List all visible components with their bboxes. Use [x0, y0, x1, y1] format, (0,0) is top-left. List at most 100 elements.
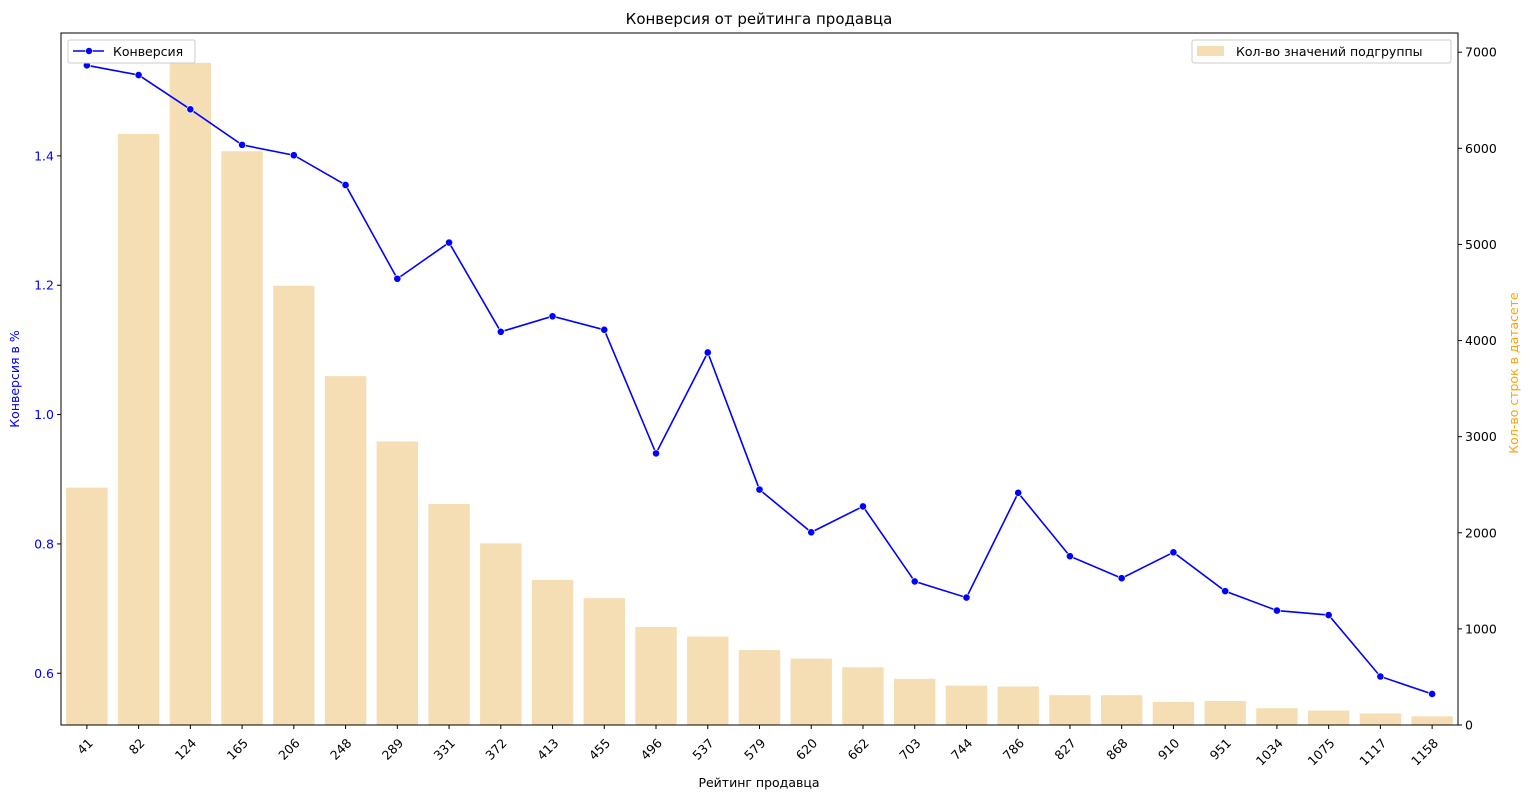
bar: [1307, 710, 1350, 725]
y-right-tick-label: 2000: [1465, 525, 1497, 540]
x-tick-label: 455: [586, 735, 613, 762]
y-left-tick-label: 0.6: [34, 666, 54, 681]
bar: [997, 686, 1039, 725]
legend-left-frame: [67, 39, 196, 64]
legend-bar-label: Кол-во значений подгруппы: [1236, 44, 1423, 59]
x-tick-label: 703: [896, 735, 923, 762]
line-point: [445, 238, 453, 247]
y-right-tick-label: 4000: [1465, 333, 1497, 348]
y-right-tick-label: 3000: [1465, 429, 1497, 444]
y-axis-right: 0 1000 2000 3000 4000 5000 6000 7000: [1458, 45, 1497, 733]
line-point: [496, 327, 505, 336]
line-point: [238, 140, 246, 149]
x-tick-label: 206: [275, 735, 303, 763]
x-tick-label: 413: [534, 735, 561, 762]
line-point: [807, 528, 816, 537]
line-point: [548, 312, 557, 321]
x-tick-label: 496: [637, 735, 665, 763]
chart-title: Конверсия от рейтинга продавца: [626, 10, 893, 28]
x-tick-label: 786: [1000, 735, 1028, 763]
line-point: [910, 577, 919, 586]
line-point: [393, 274, 402, 283]
line-point: [755, 485, 764, 494]
x-tick-label: 951: [1207, 735, 1234, 762]
legend-right: Кол-во значений подгруппы: [1191, 39, 1452, 64]
line-point: [1324, 611, 1333, 619]
line-point: [341, 181, 350, 189]
x-tick-label: 1075: [1305, 735, 1338, 768]
x-tick-label: 82: [126, 735, 148, 757]
y-axis-left: 0.6 0.8 1.0 1.2 1.4: [34, 148, 61, 681]
bar: [687, 636, 729, 725]
bar: [1152, 701, 1195, 725]
line-point: [1169, 548, 1178, 557]
x-tick-label: 1117: [1356, 735, 1389, 768]
bar-series: [66, 62, 1453, 726]
bar: [635, 626, 677, 725]
line-point: [134, 71, 143, 79]
bar: [1359, 713, 1402, 725]
x-tick-label: 1158: [1408, 735, 1441, 768]
y-left-tick-label: 0.8: [34, 536, 54, 551]
line-point: [289, 151, 298, 160]
y-left-tick-label: 1.2: [34, 278, 54, 293]
y-axis-right-label: Кол-во строк в датасете: [1506, 292, 1521, 454]
plot-frame: [60, 32, 1459, 726]
bar: [1411, 716, 1453, 725]
x-tick-label: 744: [948, 735, 976, 763]
y-left-tick-label: 1.4: [34, 148, 54, 163]
line-point: [1014, 488, 1023, 497]
x-tick-label: 124: [172, 735, 200, 763]
line-point: [1221, 587, 1230, 596]
bar: [169, 62, 212, 726]
y-axis-left-label: Конверсия в %: [7, 330, 22, 428]
line-series: [82, 61, 1437, 698]
line-point: [859, 502, 867, 511]
bar: [894, 678, 936, 725]
x-axis: 41 82 124 165 206 248 289 331 372 413 455 496 537 579…: [74, 725, 1441, 769]
x-tick-label: 579: [741, 735, 769, 763]
line-point: [703, 348, 712, 357]
bar: [1100, 695, 1143, 725]
y-right-tick-label: 0: [1465, 718, 1473, 733]
bar: [117, 133, 160, 725]
x-tick-label: 868: [1103, 735, 1131, 763]
line-point: [1066, 552, 1074, 561]
bar: [945, 685, 988, 725]
legend-left: Конверсия: [67, 39, 196, 64]
legend-bar-swatch: [1197, 46, 1224, 56]
bar: [1256, 708, 1298, 725]
bar: [1049, 695, 1091, 725]
bar: [738, 650, 781, 725]
bar: [1204, 700, 1246, 725]
legend-right-frame: [1191, 39, 1452, 64]
x-tick-label: 289: [379, 735, 407, 763]
bar: [66, 487, 108, 725]
legend-line-marker: [85, 47, 93, 55]
line-point: [1117, 574, 1126, 583]
line-point: [1376, 672, 1385, 681]
y-right-tick-label: 7000: [1465, 45, 1497, 60]
x-tick-label: 827: [1051, 735, 1078, 762]
x-tick-label: 537: [689, 735, 716, 762]
line-point: [652, 449, 660, 458]
bar: [531, 579, 574, 725]
x-tick-label: 248: [327, 735, 355, 763]
y-right-tick-label: 6000: [1465, 141, 1497, 156]
bar: [221, 151, 263, 725]
line-point: [600, 325, 609, 334]
bar: [842, 667, 884, 725]
bar: [376, 441, 419, 725]
y-right-tick-label: 5000: [1465, 237, 1497, 252]
line-point: [962, 593, 971, 602]
y-left-tick-label: 1.0: [34, 407, 54, 422]
bar: [480, 543, 522, 725]
x-tick-label: 910: [1155, 735, 1183, 763]
x-tick-label: 620: [793, 735, 821, 763]
x-tick-label: 165: [224, 735, 251, 762]
bar: [790, 658, 832, 725]
x-tick-label: 372: [482, 735, 509, 762]
x-tick-label: 1034: [1253, 735, 1286, 768]
bar: [428, 503, 470, 725]
